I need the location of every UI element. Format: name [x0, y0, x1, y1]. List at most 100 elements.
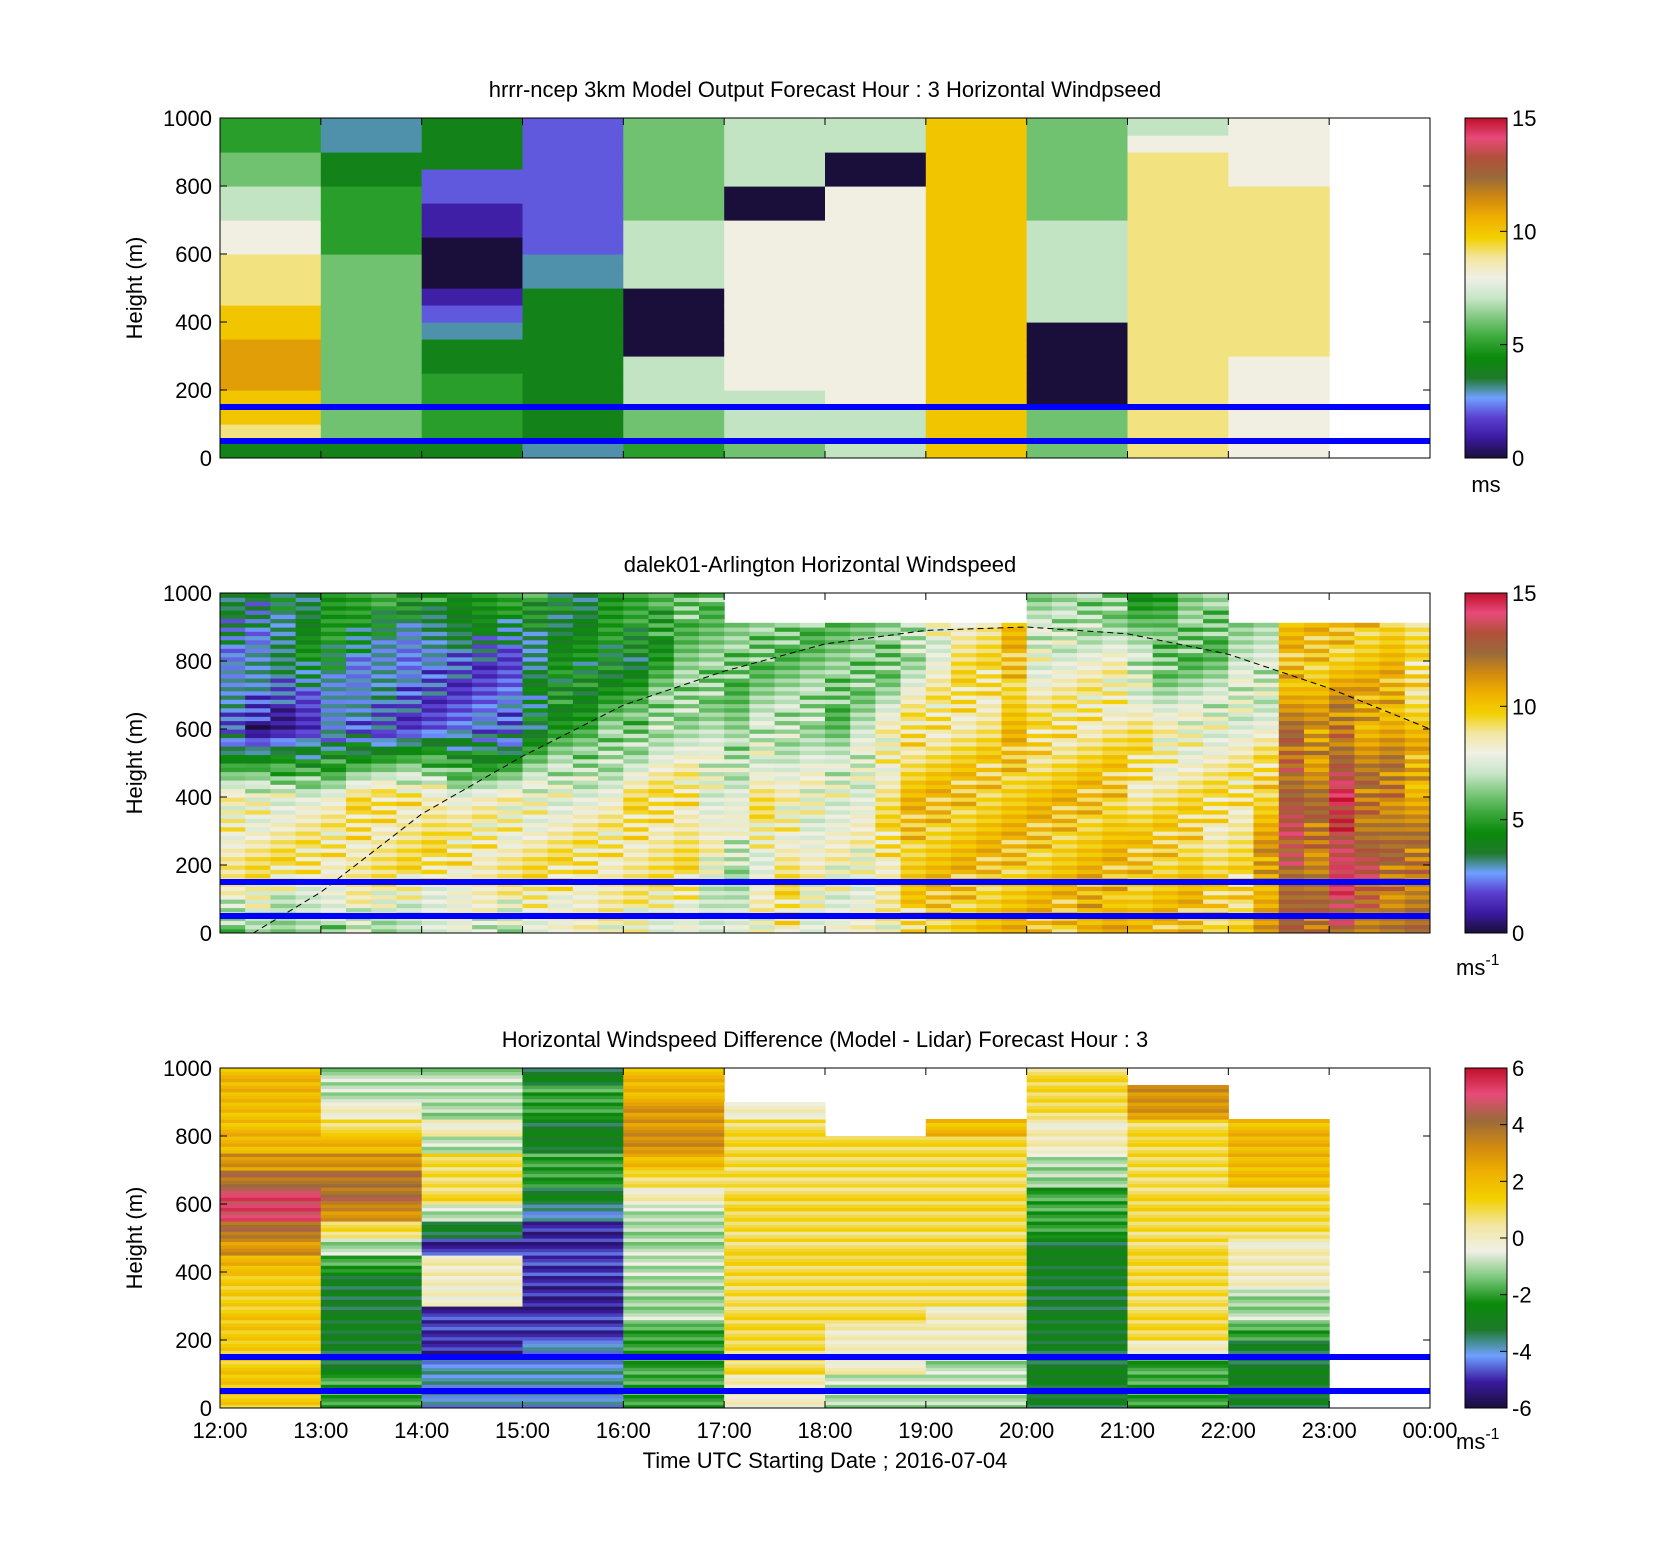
lidar-cell	[1379, 767, 1406, 773]
heatmap-cell	[1127, 407, 1229, 425]
lidar-cell	[799, 890, 826, 896]
lidar-cell	[245, 610, 271, 615]
lidar-cell	[220, 601, 246, 607]
heatmap-cell	[623, 1153, 725, 1157]
lidar-cell	[396, 610, 423, 615]
lidar-cell	[472, 788, 498, 794]
lidar-cell	[623, 818, 649, 824]
lidar-cell	[673, 673, 700, 679]
heatmap-cell	[421, 1258, 524, 1263]
heatmap-cell	[421, 1346, 524, 1351]
lidar-cell	[421, 631, 448, 637]
lidar-cell	[421, 835, 448, 841]
lidar-cell	[472, 597, 498, 603]
lidar-cell	[346, 682, 372, 688]
lidar-cell	[1304, 797, 1330, 802]
lidar-cell	[1278, 669, 1305, 675]
lidar-cell	[1102, 754, 1128, 760]
lidar-cell	[472, 818, 498, 824]
lidar-cell	[825, 720, 851, 726]
lidar-cell	[1127, 610, 1154, 615]
lidar-cell	[1404, 839, 1430, 845]
lidar-cell	[1077, 618, 1103, 624]
lidar-cell	[598, 618, 624, 624]
lidar-cell	[1127, 746, 1154, 751]
lidar-cell	[1077, 686, 1103, 692]
heatmap-cell	[220, 407, 322, 425]
lidar-cell	[371, 669, 397, 675]
heatmap-cell	[925, 1129, 1028, 1134]
lidar-cell	[1228, 818, 1254, 824]
heatmap-cell	[724, 186, 826, 204]
lidar-cell	[572, 843, 599, 849]
heatmap-cell	[421, 1384, 524, 1389]
lidar-cell	[1102, 627, 1128, 632]
lidar-cell	[1228, 826, 1254, 832]
heatmap-cell	[825, 1350, 927, 1355]
lidar-cell	[1329, 835, 1355, 841]
lidar-cell	[749, 767, 776, 773]
heatmap-cell	[925, 1163, 1028, 1168]
heatmap-cell	[320, 1227, 423, 1232]
lidar-cell	[749, 792, 776, 798]
heatmap-cell	[623, 1404, 725, 1408]
heatmap-cell	[1026, 1258, 1129, 1263]
heatmap-cell	[320, 288, 423, 306]
lidar-cell	[1253, 746, 1280, 751]
lidar-cell	[598, 805, 624, 811]
heatmap-cell	[724, 1268, 826, 1273]
heatmap-cell	[925, 1217, 1028, 1222]
lidar-cell	[724, 839, 750, 845]
lidar-cell	[472, 873, 498, 879]
heatmap-cell	[925, 1268, 1028, 1273]
lidar-cell	[220, 907, 246, 913]
lidar-cell	[648, 775, 675, 781]
lidar-cell	[1329, 848, 1355, 853]
lidar-cell	[976, 869, 1002, 875]
lidar-cell	[724, 737, 750, 743]
lidar-cell	[371, 712, 397, 717]
lidar-cell	[1152, 644, 1179, 649]
heatmap-cell	[522, 169, 624, 187]
lidar-cell	[1127, 848, 1154, 853]
lidar-cell	[1404, 763, 1430, 768]
lidar-cell	[875, 673, 902, 679]
lidar-cell	[446, 661, 473, 666]
lidar-cell	[472, 839, 498, 845]
lidar-cell	[673, 835, 700, 841]
lidar-cell	[1127, 771, 1154, 777]
heatmap-cell	[320, 1102, 423, 1106]
lidar-cell	[245, 903, 271, 909]
lidar-cell	[446, 635, 473, 641]
lidar-cell	[1177, 899, 1204, 904]
lidar-cell	[295, 707, 322, 713]
heatmap-cell	[623, 271, 725, 289]
lidar-cell	[598, 707, 624, 713]
lidar-cell	[825, 839, 851, 845]
heatmap-cell	[522, 203, 624, 221]
heatmap-cell	[1026, 1363, 1129, 1368]
lidar-cell	[699, 652, 725, 658]
heatmap-cell	[220, 1241, 322, 1246]
lidar-cell	[1001, 839, 1028, 845]
lidar-cell	[1051, 733, 1078, 739]
lidar-cell	[295, 686, 322, 692]
lidar-cell	[1051, 797, 1078, 802]
lidar-cell	[1001, 741, 1028, 747]
lidar-cell	[1228, 729, 1254, 734]
lidar-cell	[371, 656, 397, 662]
lidar-cell	[724, 835, 750, 841]
heatmap-cell	[1026, 1149, 1129, 1154]
lidar-cell	[875, 758, 902, 764]
lidar-cell	[623, 763, 649, 768]
lidar-cell	[1102, 720, 1128, 726]
lidar-cell	[598, 644, 624, 649]
lidar-cell	[1228, 716, 1254, 722]
lidar-cell	[320, 682, 347, 688]
heatmap-cell	[220, 1156, 322, 1161]
lidar-cell	[1404, 703, 1430, 709]
lidar-cell	[875, 703, 902, 709]
lidar-cell	[396, 767, 423, 773]
lidar-cell	[245, 746, 271, 751]
lidar-cell	[1051, 699, 1078, 705]
